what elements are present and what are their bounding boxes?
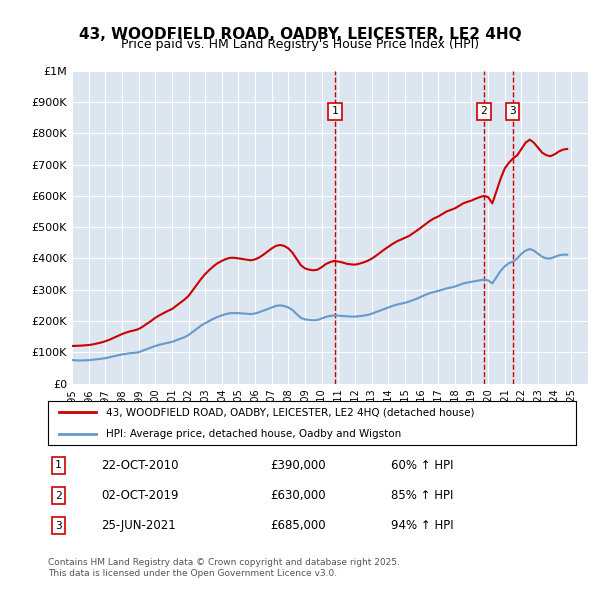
Text: 1: 1 [332,106,338,116]
Text: 94% ↑ HPI: 94% ↑ HPI [391,519,454,532]
Text: 1: 1 [55,460,62,470]
Text: HPI: Average price, detached house, Oadby and Wigston: HPI: Average price, detached house, Oadb… [106,430,401,440]
Text: 22-OCT-2010: 22-OCT-2010 [101,459,178,472]
Text: 2: 2 [55,491,62,500]
Text: 25-JUN-2021: 25-JUN-2021 [101,519,176,532]
Text: This data is licensed under the Open Government Licence v3.0.: This data is licensed under the Open Gov… [48,569,337,578]
Text: 02-OCT-2019: 02-OCT-2019 [101,489,178,502]
Text: 2: 2 [481,106,487,116]
Text: Price paid vs. HM Land Registry's House Price Index (HPI): Price paid vs. HM Land Registry's House … [121,38,479,51]
Text: 43, WOODFIELD ROAD, OADBY, LEICESTER, LE2 4HQ (detached house): 43, WOODFIELD ROAD, OADBY, LEICESTER, LE… [106,407,475,417]
Text: 60% ↑ HPI: 60% ↑ HPI [391,459,454,472]
Text: 85% ↑ HPI: 85% ↑ HPI [391,489,454,502]
Text: £390,000: £390,000 [270,459,325,472]
Text: £630,000: £630,000 [270,489,325,502]
Text: 3: 3 [509,106,516,116]
Text: £685,000: £685,000 [270,519,325,532]
Text: 43, WOODFIELD ROAD, OADBY, LEICESTER, LE2 4HQ: 43, WOODFIELD ROAD, OADBY, LEICESTER, LE… [79,27,521,41]
Text: Contains HM Land Registry data © Crown copyright and database right 2025.: Contains HM Land Registry data © Crown c… [48,558,400,566]
Text: 3: 3 [55,521,62,531]
